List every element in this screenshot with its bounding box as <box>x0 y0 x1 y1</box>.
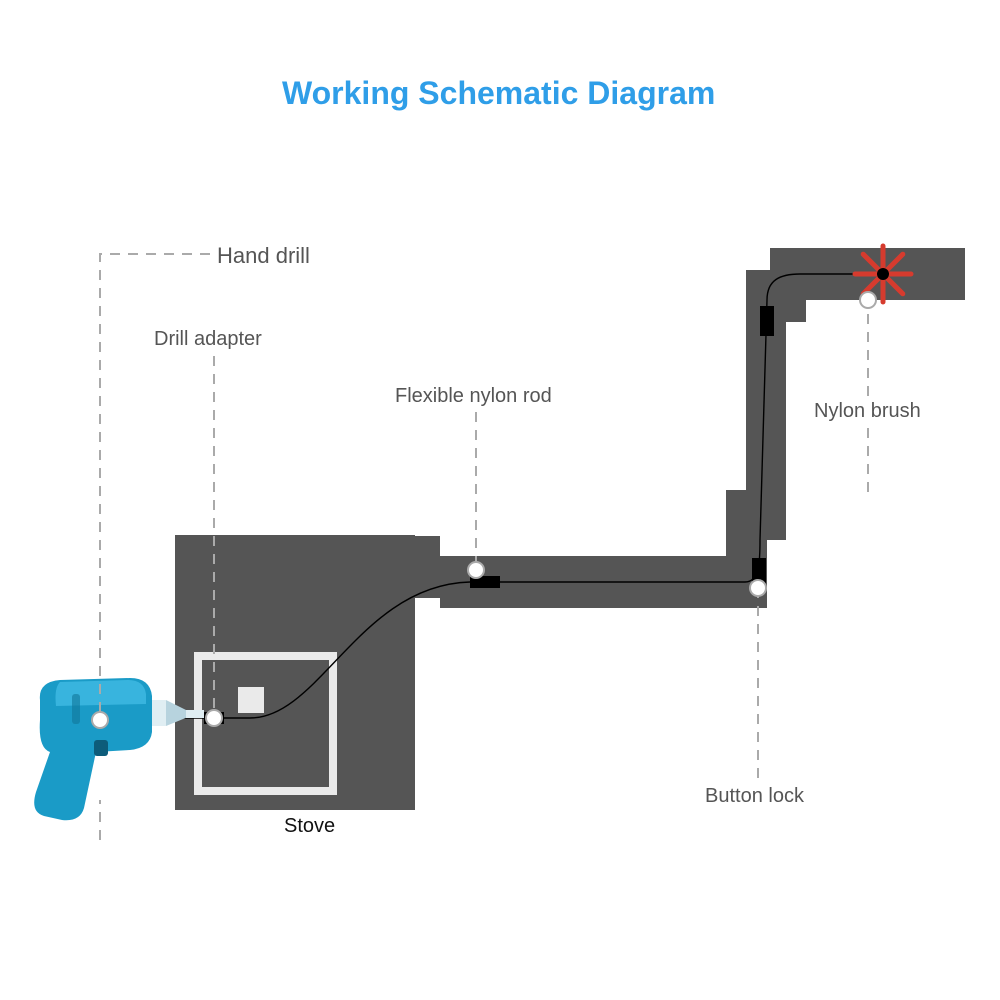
leader-dot <box>468 562 484 578</box>
leader-dot <box>92 712 108 728</box>
stove-body <box>175 535 415 810</box>
schematic-diagram <box>0 0 1000 1000</box>
stove-window-detail <box>238 687 264 713</box>
rod-connector-3 <box>760 306 774 336</box>
leader-dot <box>860 292 876 308</box>
leader-dot <box>750 580 766 596</box>
leader-dot <box>206 710 222 726</box>
